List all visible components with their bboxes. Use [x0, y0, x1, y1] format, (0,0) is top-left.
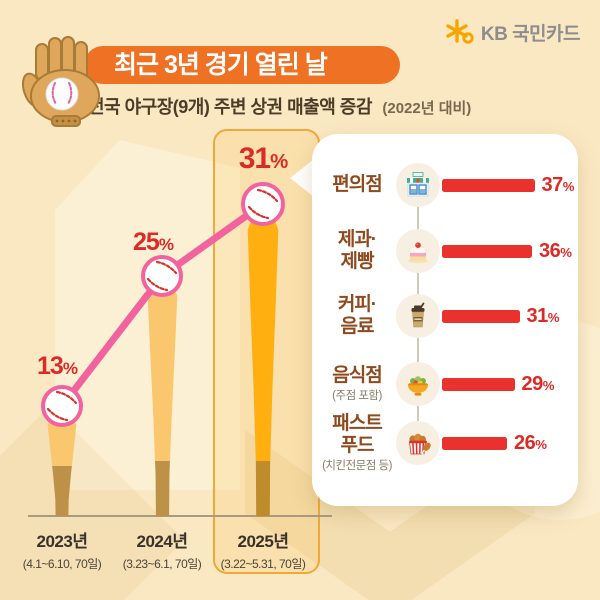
storefront-icon [396, 163, 440, 207]
baseball-glove-with-ball-icon [21, 36, 100, 127]
kb-logo: KB 국민카드 [445, 19, 581, 46]
category-label: 편의점 [332, 174, 382, 196]
category-label: 음식점 (주점 포함) [312, 365, 396, 403]
x-axis-line [28, 515, 332, 517]
kb-star-logo-icon [446, 19, 474, 44]
category-bar [442, 436, 507, 450]
category-row: 편의점 37% [312, 149, 578, 221]
fried-chicken-icon [396, 421, 440, 465]
chart-subtitle: 전국 야구장(9개) 주변 상권 매출액 증감 (2022년 대비) [88, 93, 471, 119]
category-value: 29% [521, 372, 555, 395]
category-row: 패스트 푸드 (치킨전문점 등) [312, 407, 578, 479]
line-value-2025: 31% [238, 142, 289, 175]
subtitle-main: 전국 야구장(9개) 주변 상권 매출액 증감 [88, 97, 372, 117]
line-value-2024: 25% [133, 228, 174, 256]
category-row: 제과· 제빵 36% [312, 215, 578, 287]
category-panel: 편의점 37% 제과· 제빵 [312, 134, 578, 506]
subtitle-note: (2022년 대비) [382, 100, 472, 117]
category-value: 36% [539, 239, 572, 262]
coffee-cup-icon [396, 294, 440, 338]
kb-logo-text: KB 국민카드 [480, 24, 581, 45]
category-value: 37% [541, 173, 575, 196]
category-label: 제과· 제빵 [337, 229, 377, 272]
title-banner: 최근 3년 경기 열린 날 [84, 46, 400, 84]
category-value: 26% [514, 431, 547, 454]
category-label: 패스트 푸드 (치킨전문점 등) [312, 413, 396, 473]
category-label: 커피· 음료 [337, 294, 377, 337]
category-row: 음식점 (주점 포함) 29% [312, 348, 578, 420]
category-bar [442, 244, 532, 258]
category-row: 커피· 음료 31% [312, 280, 578, 352]
category-note: (주점 포함) [332, 389, 382, 402]
category-note: (치킨전문점 등) [322, 459, 392, 472]
food-bowl-icon [396, 362, 440, 406]
page-title: 최근 3년 경기 열린 날 [114, 51, 328, 79]
x-axis-label-2025: 2025년 (3.22~5.31, 70일) [220, 532, 306, 571]
line-value-2023: 13% [37, 352, 78, 380]
category-bar [442, 178, 535, 192]
category-value: 31% [526, 304, 560, 327]
category-bar [442, 309, 520, 323]
x-axis-label-2023: 2023년 (4.1~6.10, 70일) [22, 532, 102, 571]
category-bar [442, 377, 515, 391]
x-axis-label-2024: 2024년 (3.23~6.1, 70일) [122, 532, 202, 571]
speech-bubble-tail [290, 159, 314, 197]
cake-icon [396, 229, 440, 273]
